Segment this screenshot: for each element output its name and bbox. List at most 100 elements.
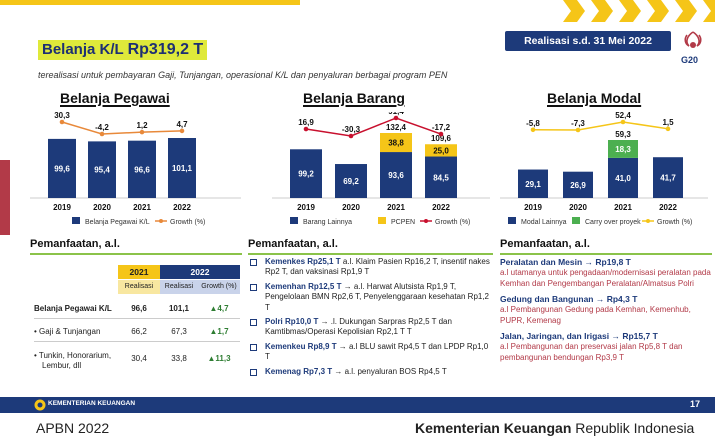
bullet-text: a.l. Klaim Pasien Rp16,2 T, insentif nak… bbox=[265, 257, 490, 277]
subtitle: terealisasi untuk pembayaran Gaji, Tunja… bbox=[38, 70, 448, 80]
legend-label: Belanja Pegawai K/L bbox=[85, 219, 150, 226]
chart-belanja-pegawai: 99,6 2019 95,4 2020 96,6 2021 101,1 2022 30,3 -4,… bbox=[30, 112, 241, 226]
legend-label: PCPEN bbox=[391, 219, 415, 226]
growth-label: -7,3 bbox=[571, 119, 585, 128]
realisasi-badge: Realisasi s.d. 31 Mei 2022 bbox=[505, 31, 671, 51]
growth-point bbox=[99, 131, 105, 137]
growth-point bbox=[438, 131, 444, 137]
x-tick-label: 2019 bbox=[297, 203, 315, 212]
modal-item-text: a.l utamanya untuk pengadaan/modernisasi… bbox=[500, 268, 711, 288]
list-item: Kemenhan Rp12,5 T → a.l. Harwat Alutsist… bbox=[248, 282, 493, 313]
growth-point bbox=[59, 119, 65, 125]
modal-item-head: Peralatan dan Mesin → Rp19,8 T bbox=[500, 257, 631, 267]
x-tick-label: 2020 bbox=[569, 203, 587, 212]
g20-text: G20 bbox=[681, 55, 699, 65]
bar bbox=[518, 169, 548, 198]
bar bbox=[425, 144, 457, 157]
bar bbox=[380, 152, 412, 198]
growth-label: 30,3 bbox=[54, 112, 70, 120]
footer-ministry: KEMENTERIAN KEUANGAN bbox=[48, 400, 136, 407]
table-divider bbox=[34, 341, 240, 342]
bullet-text: → a.l. penyaluran BOS Rp4,5 T bbox=[332, 366, 447, 376]
pemanfaatan-label-barang: Pemanfaatan, a.l. bbox=[248, 238, 338, 250]
legend-swatch bbox=[572, 217, 580, 224]
list-item: Polri Rp10,0 T → .l. Dukungan Sarpras Rp… bbox=[248, 317, 493, 338]
top-stripe bbox=[0, 0, 300, 5]
bar bbox=[425, 156, 457, 198]
legend-label: Growth (%) bbox=[657, 219, 692, 226]
bar-value-label: 41,7 bbox=[660, 174, 676, 183]
title-amount: Rp319,2 T bbox=[127, 41, 204, 58]
table-cell: 101,1 bbox=[168, 304, 190, 313]
x-tick-label: 2020 bbox=[93, 203, 111, 212]
bar-value-label: 26,9 bbox=[570, 181, 586, 190]
bar bbox=[608, 140, 638, 158]
up-arrow-icon: ▲ bbox=[207, 354, 216, 363]
bar bbox=[48, 138, 76, 198]
corner-chevron-pattern bbox=[563, 0, 715, 22]
bullet-head: Kemenkeu Rp8,9 T bbox=[265, 341, 337, 351]
x-tick-label: 2021 bbox=[387, 203, 405, 212]
table-row-label: • Tunkin, Honorarium, bbox=[34, 351, 112, 360]
modal-item-text: a.l Pembangunan Gedung pada Kemhan, Keme… bbox=[500, 305, 691, 325]
growth-label: -17,2 bbox=[432, 123, 451, 132]
growth-point bbox=[303, 126, 309, 132]
growth-label: 4,7 bbox=[176, 120, 188, 129]
table-cell: 66,2 bbox=[131, 327, 147, 336]
x-tick-label: 2019 bbox=[524, 203, 542, 212]
growth-label: 1,2 bbox=[136, 121, 148, 130]
x-tick-label: 2019 bbox=[53, 203, 71, 212]
bar-value-label: 95,4 bbox=[94, 166, 110, 175]
x-tick-label: 2021 bbox=[133, 203, 151, 212]
bar-value-label: 93,6 bbox=[388, 171, 404, 180]
kemenkeu-bold: Kementerian Keuangan bbox=[415, 420, 572, 436]
bullet-head: Kemenhan Rp12,5 T bbox=[265, 281, 342, 291]
up-arrow-icon: ▲ bbox=[209, 327, 218, 336]
checkbox-square-icon bbox=[250, 368, 257, 376]
legend-label: Carry over proyek bbox=[585, 219, 641, 226]
title-label: Belanja K/L bbox=[42, 41, 124, 58]
x-tick-label: 2022 bbox=[432, 203, 450, 212]
bar-value-label: 84,5 bbox=[433, 173, 449, 182]
modal-item-text: a.l Pembangunan dan preservasi jalan Rp5… bbox=[500, 342, 683, 362]
pemanfaatan-label-modal: Pemanfaatan, a.l. bbox=[500, 238, 590, 250]
bar-value-label: 41,0 bbox=[615, 174, 631, 183]
table-head-2021: 2021 bbox=[118, 265, 160, 279]
growth-point bbox=[348, 133, 354, 139]
bullet-head: Polri Rp10,0 T bbox=[265, 317, 319, 327]
divider-pegawai bbox=[30, 253, 242, 255]
bar bbox=[380, 133, 412, 153]
x-tick-label: 2020 bbox=[342, 203, 360, 212]
growth-point bbox=[139, 129, 145, 135]
kemenkeu-rest: Republik Indonesia bbox=[571, 420, 695, 436]
legend-label: Modal Lainnya bbox=[521, 219, 567, 226]
page-number: 17 bbox=[690, 399, 701, 409]
bar bbox=[653, 157, 683, 198]
legend-point-swatch bbox=[424, 219, 428, 223]
growth-point bbox=[179, 128, 185, 134]
table-divider bbox=[34, 318, 240, 319]
slide-title: Belanja K/L Rp319,2 T bbox=[38, 40, 208, 60]
legend-swatch bbox=[72, 217, 80, 224]
growth-label: -4,2 bbox=[95, 123, 109, 132]
x-tick-label: 2021 bbox=[614, 203, 632, 212]
bar-value-label: 18,3 bbox=[615, 145, 631, 154]
bar-value-label: 38,8 bbox=[388, 139, 404, 148]
bullet-text: → a.l. Harwat Alutsista Rp1,9 T, Pengelo… bbox=[265, 281, 490, 312]
bar bbox=[128, 140, 156, 198]
growth-point bbox=[530, 127, 536, 133]
growth-line bbox=[532, 121, 669, 131]
table-sub-2021: Realisasi bbox=[118, 280, 160, 294]
list-item: Kemenkeu Rp8,9 T → a.l BLU sawit Rp4,5 T… bbox=[248, 342, 493, 363]
table-sub-2022-growth: Growth (%) bbox=[198, 280, 240, 294]
table-cell: 33,8 bbox=[171, 354, 187, 363]
bar bbox=[290, 149, 322, 198]
legend-swatch bbox=[508, 217, 516, 224]
growth-label: -5,8 bbox=[526, 119, 540, 128]
up-arrow-icon: ▲ bbox=[209, 304, 218, 313]
bar-value-label: 29,1 bbox=[525, 180, 541, 189]
legend-swatch bbox=[378, 217, 386, 224]
growth-line bbox=[305, 117, 442, 137]
list-item: Kemenkes Rp25,1 T a.l. Klaim Pasien Rp16… bbox=[248, 257, 493, 278]
bullet-text: → a.l BLU sawit Rp4,5 T dan LPDP Rp1,0 T bbox=[265, 341, 489, 362]
